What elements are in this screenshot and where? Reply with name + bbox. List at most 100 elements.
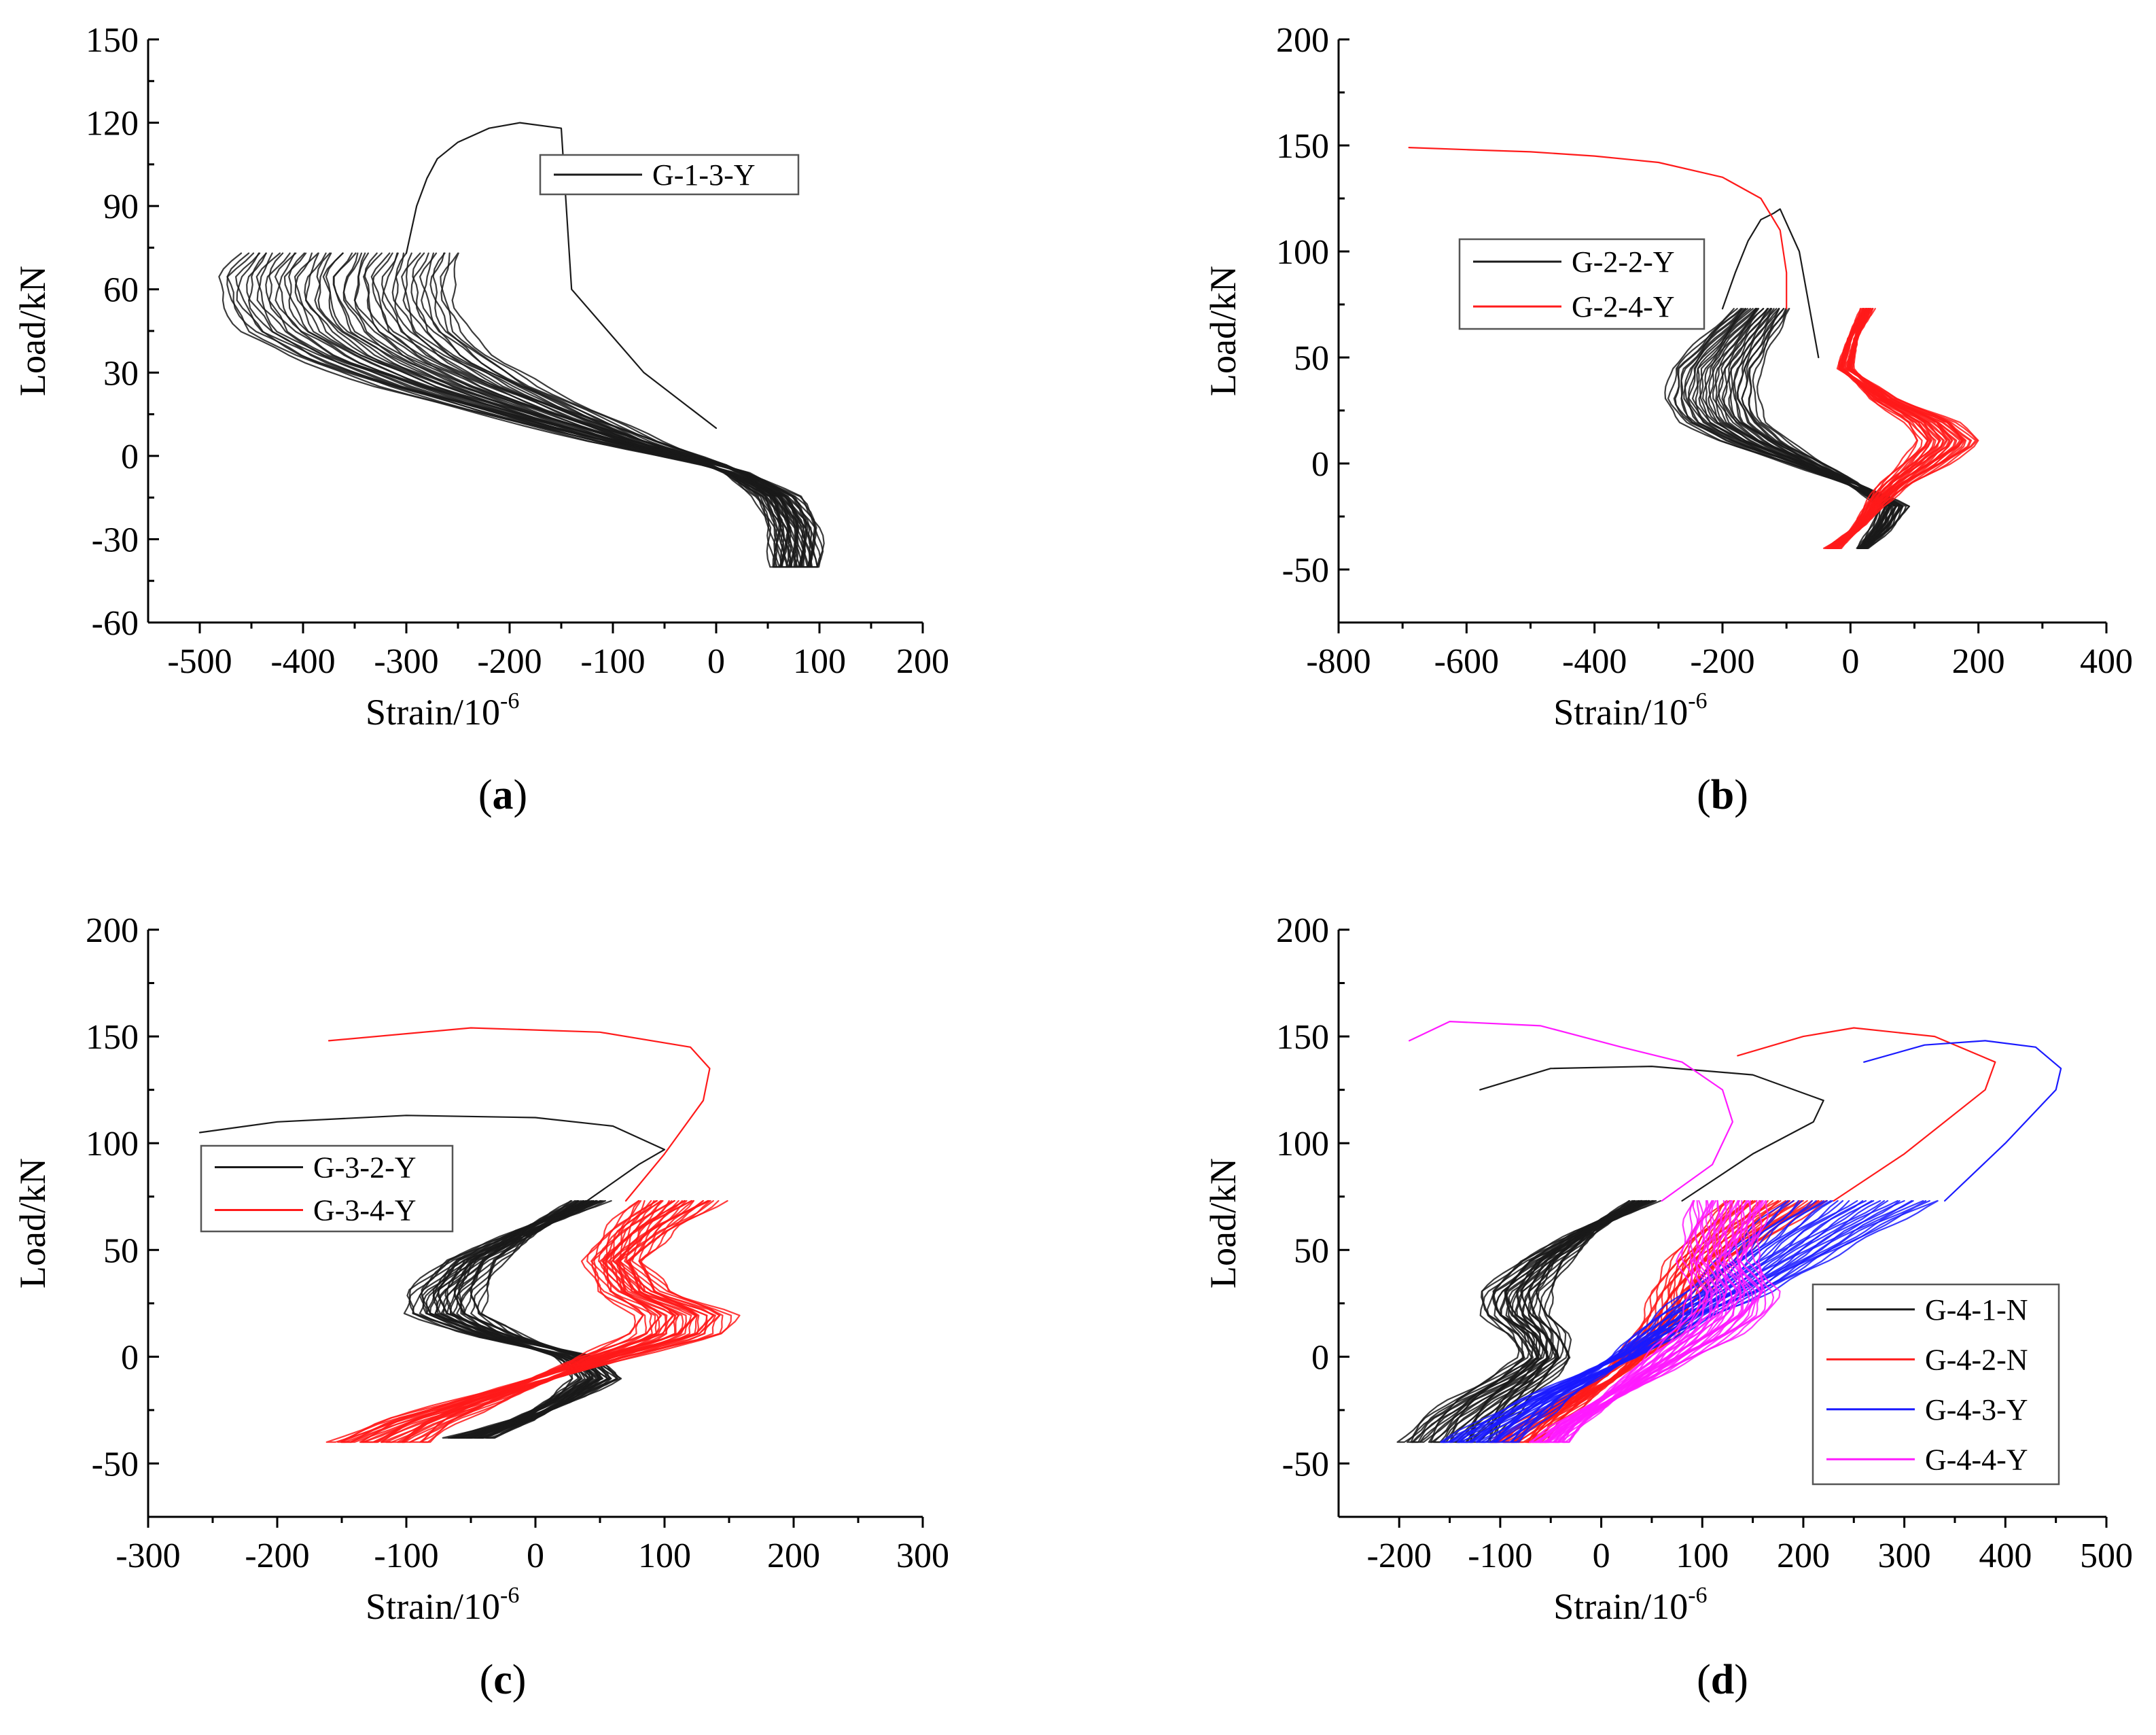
x-tick-label: -200 [245, 1537, 309, 1575]
x-tick-label: 100 [1676, 1537, 1729, 1575]
x-axis-label-exponent: -6 [1688, 1583, 1707, 1608]
hysteresis-loop [1531, 1199, 1781, 1443]
x-tick-label: 400 [2080, 642, 2133, 681]
series-G-2-4-Y [1408, 147, 1979, 549]
x-tick-label: -300 [374, 642, 438, 681]
legend: G-1-3-Y [539, 154, 800, 196]
y-tick-label: 150 [1276, 127, 1329, 166]
hysteresis-loop [1822, 308, 1979, 549]
hysteresis-loop [1494, 1199, 1824, 1443]
x-axis-label-text: Strain/10 [366, 692, 500, 733]
caption-close-paren: ) [512, 1657, 527, 1703]
hysteresis-loop [226, 252, 824, 568]
legend-label: G-4-4-Y [1925, 1443, 2028, 1476]
curves [198, 1027, 741, 1443]
hysteresis-loop [381, 1199, 697, 1443]
x-tick-label: 200 [1777, 1537, 1830, 1575]
caption-open-paren: ( [478, 772, 493, 818]
x-tick-label: -100 [374, 1537, 438, 1575]
hysteresis-loop [349, 1199, 721, 1443]
curves [1396, 1020, 2062, 1443]
chart-panel-c: -50 0 50 100 150 200 -300 -200 -100 0 100 200 300 Str… [12, 911, 949, 1703]
x-tick-label: -600 [1434, 642, 1499, 681]
series-G-1-3-Y [218, 122, 825, 568]
y-tick-label: -50 [1282, 1445, 1329, 1484]
x-tick-label: -500 [167, 642, 232, 681]
y-tick-label: 150 [1276, 1018, 1329, 1057]
x-tick-label: 0 [1841, 642, 1859, 681]
y-tick-label: 150 [86, 21, 139, 60]
final-branch [1863, 1040, 2062, 1202]
caption-close-paren: ) [514, 772, 528, 818]
y-tick-label: 50 [1294, 1231, 1329, 1270]
series-G-4-4-Y [1409, 1020, 1781, 1443]
hysteresis-loop [1428, 1199, 1655, 1443]
y-tick-label: 100 [86, 1125, 139, 1163]
hysteresis-loop [410, 252, 788, 568]
chart-panel-b: -50 0 50 100 150 200 -800 -600 -400 -200 0 200 400 St… [1203, 21, 2133, 818]
panel-caption: (a) [478, 772, 527, 818]
caption-letter: a [493, 772, 514, 818]
y-axis-label: Load/kN [1203, 266, 1243, 396]
legend-label: G-2-4-Y [1572, 290, 1675, 323]
y-tick-label: 100 [1276, 233, 1329, 272]
y-tick-label: 0 [1311, 445, 1329, 484]
x-tick-label: 200 [1952, 642, 2005, 681]
x-tick-label: -800 [1306, 642, 1371, 681]
x-tick-label: 0 [707, 642, 725, 681]
caption-close-paren: ) [1734, 772, 1748, 818]
x-axis-label-exponent: -6 [1688, 688, 1707, 714]
hysteresis-loop [1440, 1199, 1939, 1443]
x-tick-label: 0 [527, 1537, 544, 1575]
hysteresis-loop [325, 1199, 741, 1443]
hysteresis-loop [401, 252, 790, 568]
y-tick-label: 200 [1276, 911, 1329, 950]
hysteresis-loop [403, 1199, 622, 1439]
y-tick-label: 0 [1311, 1338, 1329, 1377]
legend-label: G-1-3-Y [652, 158, 756, 192]
final-branch [1408, 147, 1788, 310]
series-G-4-1-N [1396, 1065, 1824, 1443]
legend-box [1812, 1283, 2060, 1486]
hysteresis-loop [1480, 1199, 1850, 1443]
legend-box [1458, 238, 1706, 330]
series-G-2-2-Y [1664, 208, 1911, 549]
x-tick-label: 300 [1878, 1537, 1931, 1575]
caption-open-paren: ( [1697, 1657, 1711, 1703]
legend-label: G-3-2-Y [313, 1151, 417, 1185]
x-axis-label-text: Strain/10 [366, 1586, 500, 1627]
legend-box [200, 1144, 454, 1233]
series-G-3-4-Y [325, 1027, 741, 1443]
chart-panel-d: -50 0 50 100 150 200 -200 -100 0 100 200 300 400 500 S… [1203, 911, 2133, 1703]
y-tick-label: 90 [103, 188, 139, 226]
caption-open-paren: ( [480, 1657, 494, 1703]
y-tick-label: -50 [92, 1445, 139, 1484]
x-axis-label: Strain/10-6 [366, 1583, 519, 1627]
x-axis-label: Strain/10-6 [1553, 1583, 1707, 1627]
legend: G-4-1-N G-4-2-N G-4-3-Y G-4-4-Y [1812, 1283, 2060, 1486]
final-branch [1721, 208, 1820, 359]
y-axis-label: Load/kN [1203, 1158, 1243, 1289]
x-axis-label-text: Strain/10 [1553, 1586, 1688, 1627]
hysteresis-loop [1442, 1199, 1648, 1443]
x-axis-label: Strain/10-6 [366, 688, 519, 733]
hysteresis-loop [1475, 1199, 1864, 1443]
x-tick-label: -200 [1367, 1537, 1432, 1575]
caption-open-paren: ( [1697, 772, 1711, 818]
final-branch [405, 122, 718, 430]
x-tick-label: 200 [767, 1537, 820, 1575]
y-tick-label: 60 [103, 271, 139, 310]
y-axis-label: Load/kN [12, 266, 53, 396]
x-tick-label: 100 [793, 642, 846, 681]
final-branch [1479, 1065, 1824, 1202]
x-tick-label: -200 [477, 642, 542, 681]
hysteresis-loop [1450, 1199, 1648, 1443]
x-axis-label-exponent: -6 [500, 688, 519, 714]
final-branch [1409, 1020, 1733, 1202]
hysteresis-loop [265, 252, 816, 568]
x-tick-label: -200 [1690, 642, 1754, 681]
hysteresis-loop [1664, 308, 1911, 549]
legend: G-3-2-Y G-3-4-Y [200, 1144, 454, 1233]
